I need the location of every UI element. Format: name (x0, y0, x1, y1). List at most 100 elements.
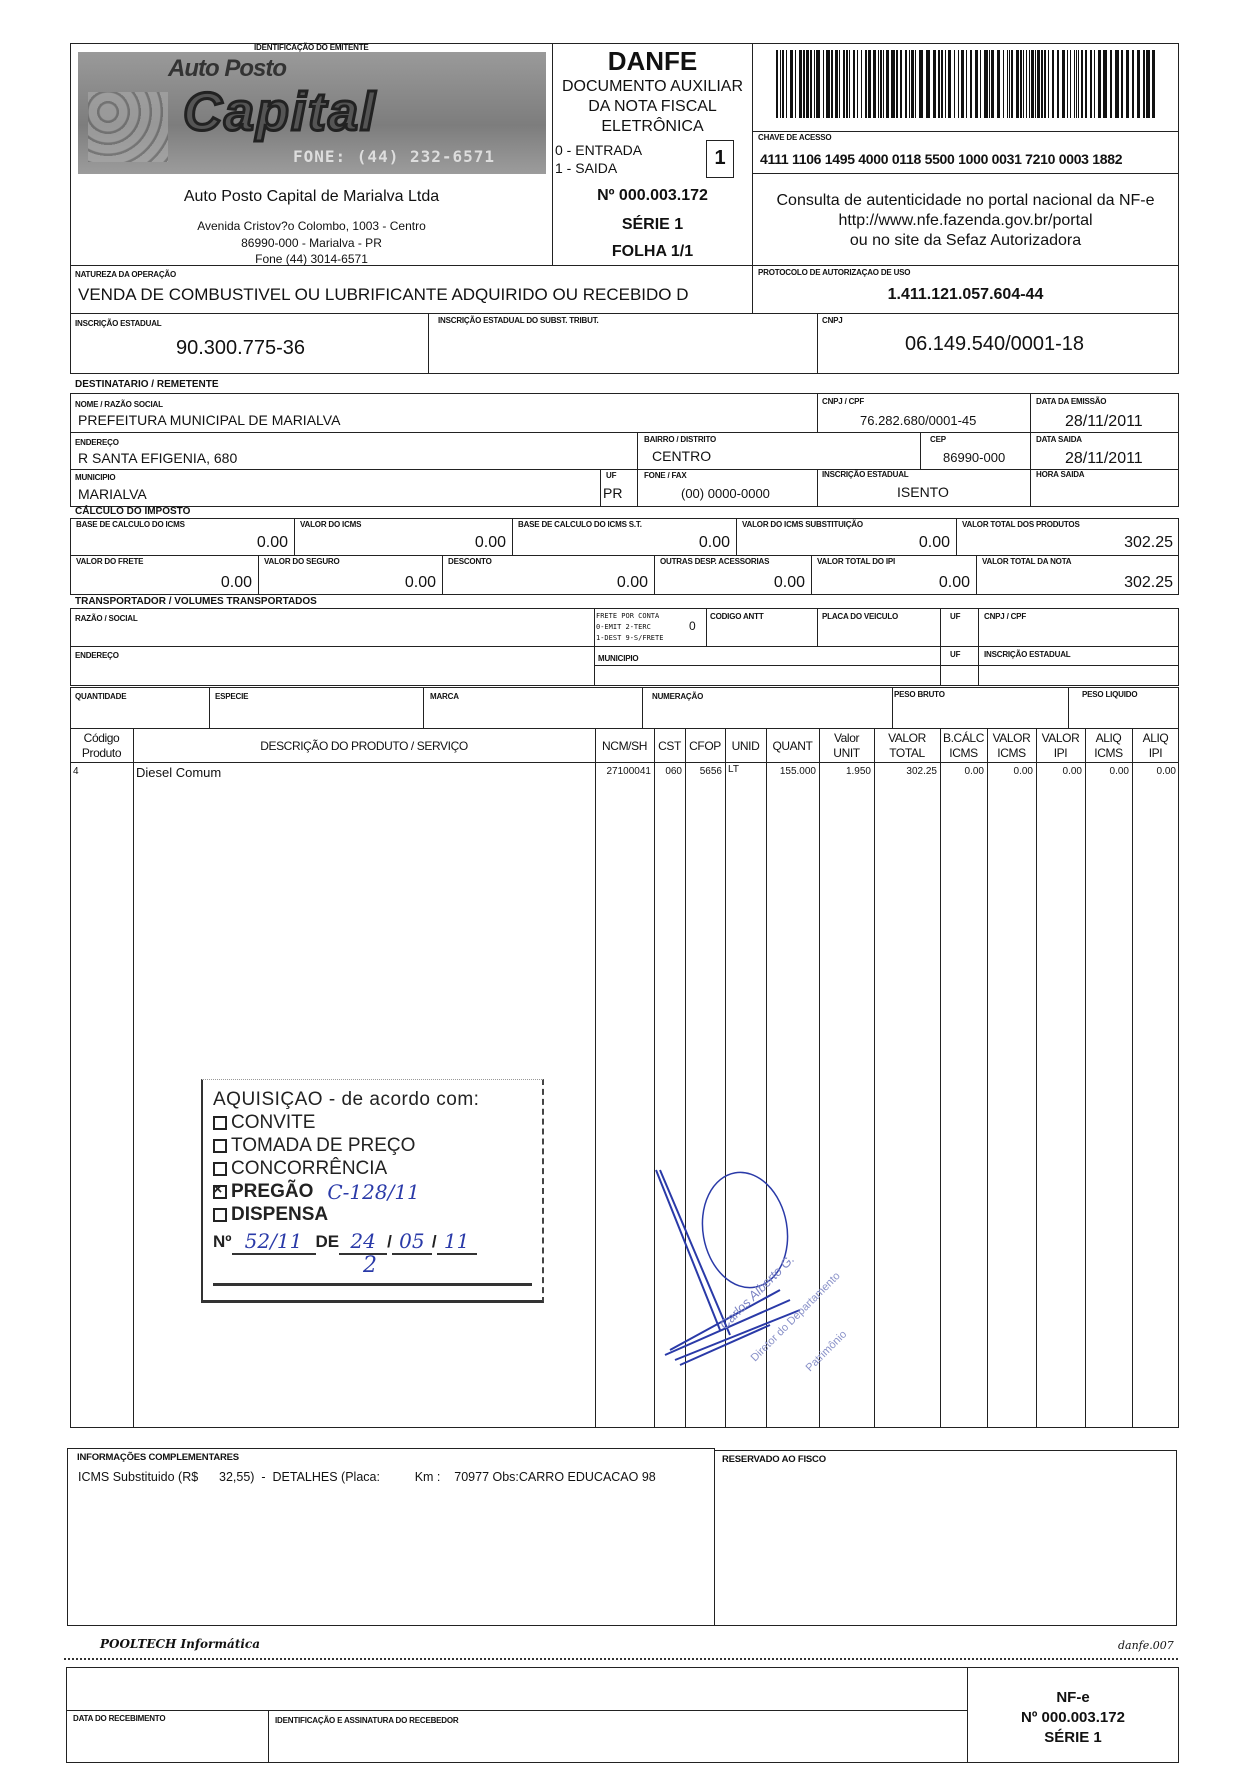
column-header: VALOR ICMS (992, 731, 1031, 760)
imposto-value: 0.00 (938, 574, 970, 591)
divider (442, 555, 443, 594)
stamp-option: TOMADA DE PREÇO (213, 1134, 532, 1157)
razao-label: RAZÃO / SOCIAL (75, 614, 138, 623)
barcode-bar (843, 50, 845, 118)
cnpj-value: 06.149.540/0001-18 (905, 333, 1085, 355)
barcode-bar (909, 50, 910, 118)
barcode-bar (911, 50, 914, 118)
divider (594, 608, 595, 686)
barcode-bar (816, 50, 820, 118)
barcode-bar (1132, 50, 1134, 118)
chave-value: 4111 1106 1495 4000 0118 5500 1000 0031 … (760, 151, 1123, 167)
barcode-bar (1074, 50, 1075, 118)
endereco-value: R SANTA EFIGENIA, 680 (78, 450, 238, 466)
emitente-address: Avenida Cristov?o Colombo, 1003 - Centro (197, 219, 426, 233)
barcode-bar (1037, 50, 1040, 118)
municipio-label: MUNICIPIO (75, 473, 116, 482)
barcode-bar (958, 50, 959, 118)
barcode-bar (1029, 50, 1030, 118)
barcode-bar (997, 50, 1000, 118)
barcode-bar (1098, 50, 1101, 118)
bairro-label: BAIRRO / DISTRITO (644, 435, 717, 444)
protocolo-value: 1.411.121.057.604-44 (887, 286, 1044, 303)
stamp-option: DISPENSA (213, 1203, 532, 1226)
assinatura-recebedor-label: IDENTIFICAÇÃO E ASSINATURA DO RECEBEDOR (275, 1716, 459, 1725)
barcode-bar (1126, 50, 1129, 118)
barcode-bar (865, 50, 867, 118)
barcode-bar (1090, 50, 1092, 118)
danfe-subtitle: DA NOTA FISCAL (588, 98, 717, 115)
barcode-bar (1035, 50, 1036, 118)
cep-label: CEP (930, 435, 946, 444)
barcode-bar (1146, 50, 1150, 118)
destinatario-section: DESTINATARIO / REMETENTE (75, 379, 219, 390)
column-divider (874, 728, 875, 1428)
column-header: CFOP (689, 738, 721, 753)
divider (294, 518, 295, 555)
stamp-option: × PREGÃO C-128/11 (213, 1180, 532, 1204)
barcode-bar (926, 50, 930, 118)
dest-ie-value: ISENTO (897, 484, 949, 500)
barcode-bar (790, 50, 793, 118)
stamp-option: CONCORRÊNCIA (213, 1157, 532, 1180)
imposto-value: 302.25 (1124, 534, 1173, 551)
natureza-label: NATUREZA DA OPERAÇÃO (75, 270, 177, 279)
table-cell: LT (728, 764, 739, 775)
barcode-bar (823, 50, 824, 118)
column-divider (685, 728, 686, 1428)
column-header: Código Produto (81, 731, 122, 760)
info-text: ICMS Substituido (R$ 32,55) - DETALHES (… (78, 1470, 656, 1484)
nota-numero: Nº 000.003.172 (597, 187, 708, 204)
column-divider (654, 728, 655, 1428)
divider (920, 432, 921, 469)
barcode-bar (970, 50, 972, 118)
danfe-subtitle: DOCUMENTO AUXILIAR (561, 78, 744, 95)
especie-label: ESPECIE (215, 692, 249, 701)
imposto-label: BASE DE CALCULO DO ICMS S.T. (518, 520, 642, 529)
divider (70, 555, 1179, 556)
inscricao-value: 90.300.775-36 (176, 337, 306, 359)
barcode-bar (878, 50, 879, 118)
checkbox-icon (213, 1207, 227, 1222)
table-cell: 0.00 (964, 766, 984, 777)
table-cell: 4 (73, 766, 79, 777)
divider (70, 469, 1179, 470)
barcode-bar (980, 50, 981, 118)
canhoto-numero: Nº 000.003.172 (1021, 1709, 1125, 1726)
barcode-bar (915, 50, 916, 118)
data-recebimento-label: DATA DO RECEBIMENTO (73, 1714, 166, 1723)
barcode-bar (896, 50, 898, 118)
checked-box-icon: × (213, 1181, 227, 1199)
transportador-section: TRANSPORTADOR / VOLUMES TRANSPORTADOS (75, 596, 317, 607)
table-cell: 5656 (699, 766, 722, 777)
transp-ie-label: INSCRIÇÃO ESTADUAL (984, 650, 1071, 659)
table-cell: 060 (665, 766, 682, 777)
numero-hand: 52/11 (231, 1229, 316, 1255)
cnpj-label: CNPJ (822, 316, 843, 325)
table-cell: 0.00 (1013, 766, 1033, 777)
divider (70, 762, 1179, 763)
signature-stroke (655, 1169, 801, 1366)
divider (817, 469, 818, 506)
nome-label: NOME / RAZÃO SOCIAL (75, 400, 163, 409)
imposto-value: 0.00 (698, 534, 730, 551)
divider (600, 469, 601, 506)
column-header: VALOR IPI (1041, 731, 1080, 760)
quantidade-label: QUANTIDADE (75, 692, 127, 701)
emitente-section-label: IDENTIFICAÇÃO DO EMITENTE (254, 43, 369, 52)
protocolo-label: PROTOCOLO DE AUTORIZAÇAO DE USO (758, 268, 911, 277)
barcode-bar (880, 50, 882, 118)
hora-saida-label: HORA SAIDA (1036, 470, 1085, 479)
column-header: B.CÁLC ICMS (943, 731, 984, 760)
barcode-bar (1067, 50, 1068, 118)
barcode-bar (1003, 50, 1004, 118)
table-cell: 302.25 (906, 766, 937, 777)
inscricao-box (70, 313, 1179, 374)
barcode-bar (1009, 50, 1010, 118)
dia-hand: 24 (339, 1229, 388, 1255)
tipo-box: 1 (706, 140, 734, 178)
ano-hand: 11 (436, 1229, 477, 1255)
transp-uf2-label: UF (950, 650, 961, 659)
stamp-mark: 2 (363, 1253, 377, 1278)
frete-label: FRETE POR CONTA (596, 612, 660, 620)
